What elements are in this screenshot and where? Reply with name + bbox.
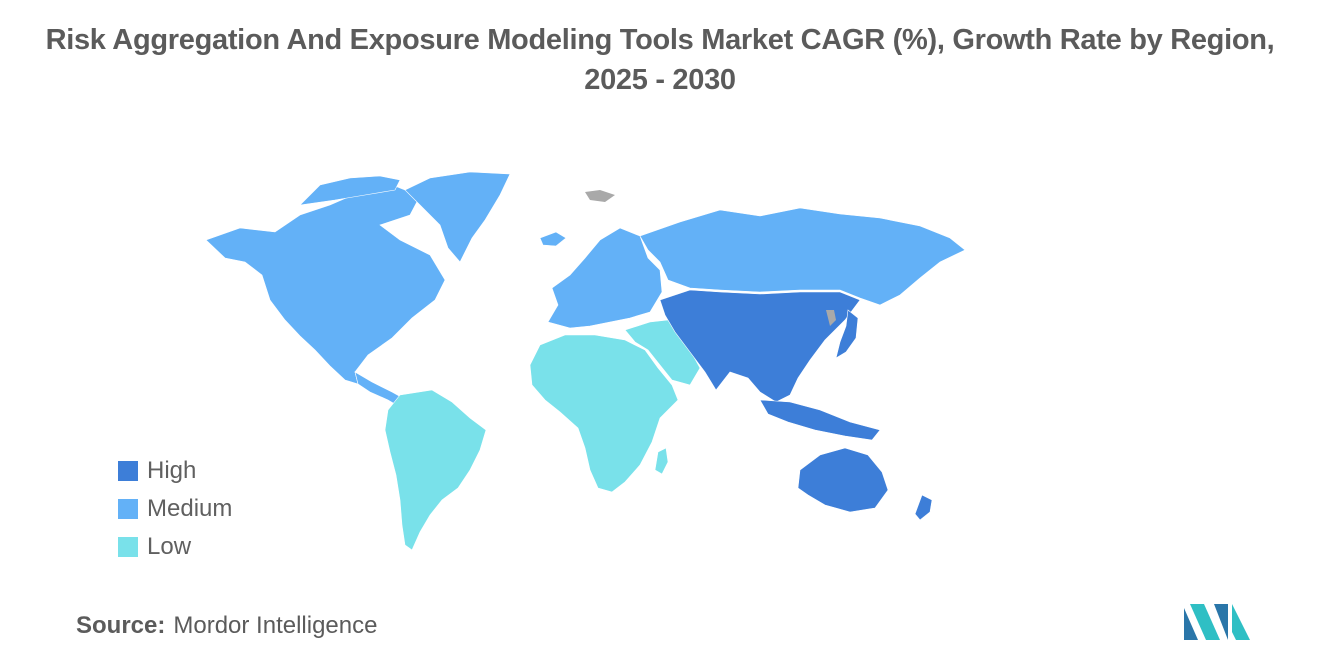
source-label: Source: [76, 612, 166, 639]
south-america-shape [384, 389, 487, 551]
legend-swatch-low [118, 537, 138, 557]
source-value: Mordor Intelligence [173, 612, 378, 639]
southeast-asia-islands-shape [759, 399, 881, 441]
legend-item-high: High [118, 452, 232, 490]
new-zealand-shape [914, 494, 933, 521]
region-europe [539, 207, 966, 329]
madagascar-shape [654, 447, 669, 475]
region-latin-america [384, 389, 487, 551]
north-america-shape [205, 185, 446, 385]
iceland-shape [539, 231, 567, 247]
europe-shape [547, 227, 663, 329]
canada-arctic-islands-shape [299, 175, 401, 206]
legend-label-medium: Medium [147, 495, 233, 522]
korean-peninsula-no-data-shape [826, 310, 836, 326]
map-legend: High Medium Low [118, 452, 232, 566]
legend-swatch-medium [118, 499, 138, 519]
legend-item-low: Low [118, 528, 232, 566]
greenland-shape [404, 171, 511, 263]
region-north-america [205, 171, 511, 413]
australia-shape [797, 447, 889, 513]
africa-shape [529, 334, 679, 493]
region-middle-east-africa [529, 319, 701, 493]
region-asia-pacific [659, 289, 933, 521]
mordor-intelligence-logo-icon [1184, 604, 1250, 640]
japan-shape [835, 309, 859, 359]
no-data-areas [585, 190, 836, 326]
chart-title: Risk Aggregation And Exposure Modeling T… [45, 24, 1275, 96]
legend-item-medium: Medium [118, 490, 232, 528]
source-note: Source: Mordor Intelligence [76, 612, 377, 640]
legend-swatch-high [118, 461, 138, 481]
svalbard-shape [585, 190, 615, 202]
legend-label-high: High [147, 457, 197, 484]
legend-label-low: Low [147, 533, 192, 560]
asia-shape [659, 289, 861, 403]
russia-shape [639, 207, 966, 306]
